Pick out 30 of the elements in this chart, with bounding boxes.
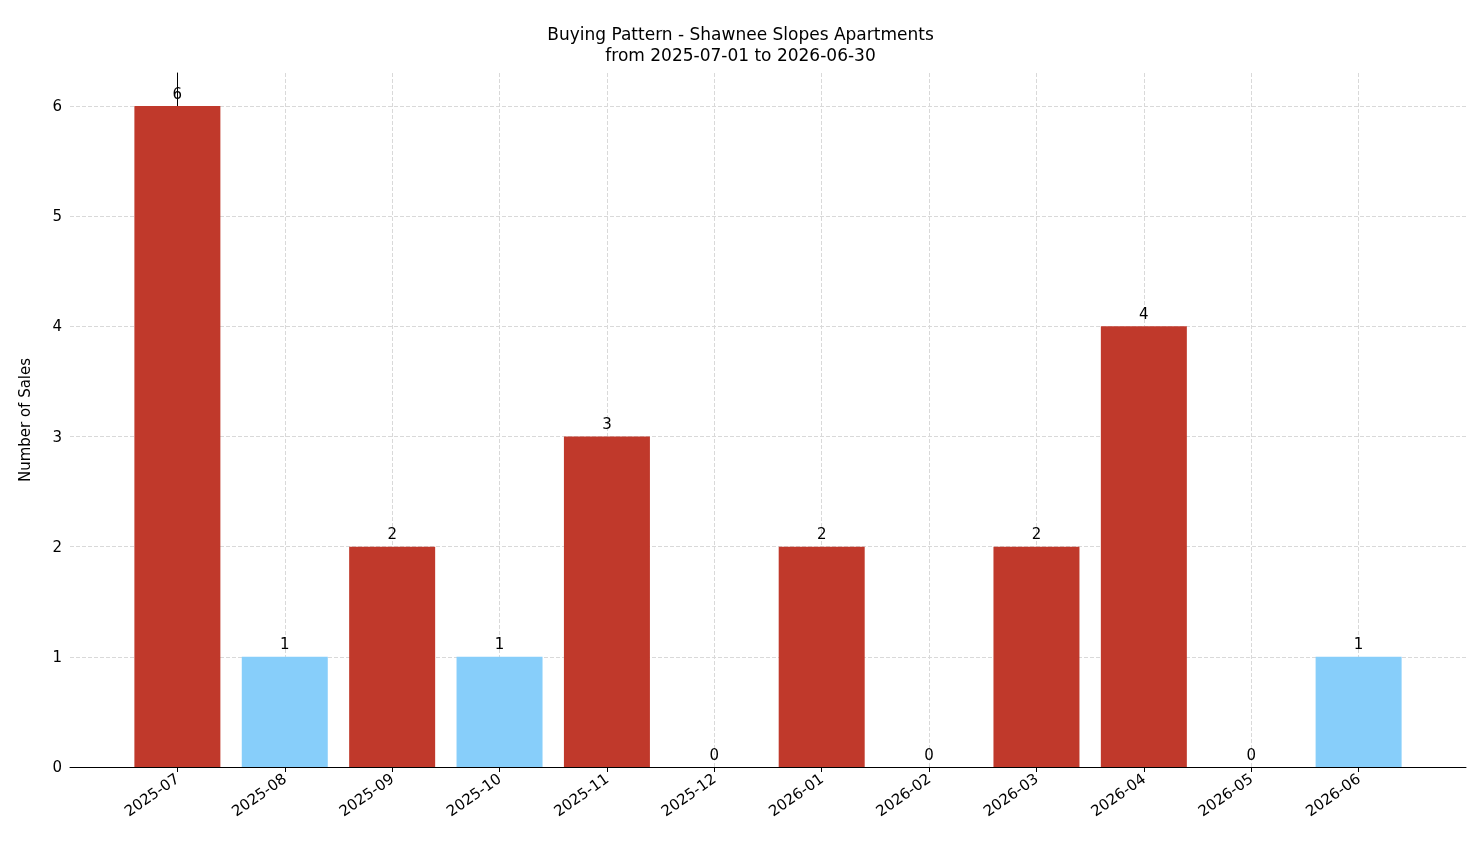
- chart-subtitle: from 2025-07-01 to 2026-06-30: [605, 44, 876, 65]
- y-tick-label: 5: [52, 207, 62, 226]
- bar: [1100, 326, 1187, 767]
- data-label: 2: [1031, 525, 1042, 544]
- data-label: 2: [816, 525, 827, 544]
- y-tick-label: 2: [52, 537, 62, 556]
- y-tick-label: 4: [52, 317, 62, 336]
- data-label: 1: [1353, 635, 1364, 654]
- bar: [1315, 656, 1402, 767]
- bar: [456, 656, 543, 767]
- data-label: 1: [280, 635, 290, 654]
- data-label: 0: [924, 745, 934, 764]
- data-label: 1: [494, 635, 505, 654]
- data-label: 0: [709, 745, 720, 764]
- bar: [778, 546, 865, 767]
- data-label: 3: [602, 415, 612, 434]
- y-tick-label: 6: [52, 97, 62, 116]
- y-axis-title: Number of Sales: [15, 357, 34, 483]
- y-tick-label: 0: [52, 758, 62, 776]
- data-label: 4: [1139, 304, 1149, 323]
- y-tick-label: 3: [52, 427, 62, 446]
- bar: [241, 656, 328, 767]
- bar: [563, 436, 650, 767]
- data-label: 2: [387, 525, 397, 544]
- bar: [349, 546, 436, 767]
- chart-title: Buying Pattern - Shawnee Slopes Apartments: [547, 23, 934, 44]
- bar: [993, 546, 1080, 767]
- y-tick-label: 1: [52, 647, 62, 666]
- bar: [134, 106, 221, 767]
- data-label: 0: [1246, 745, 1256, 764]
